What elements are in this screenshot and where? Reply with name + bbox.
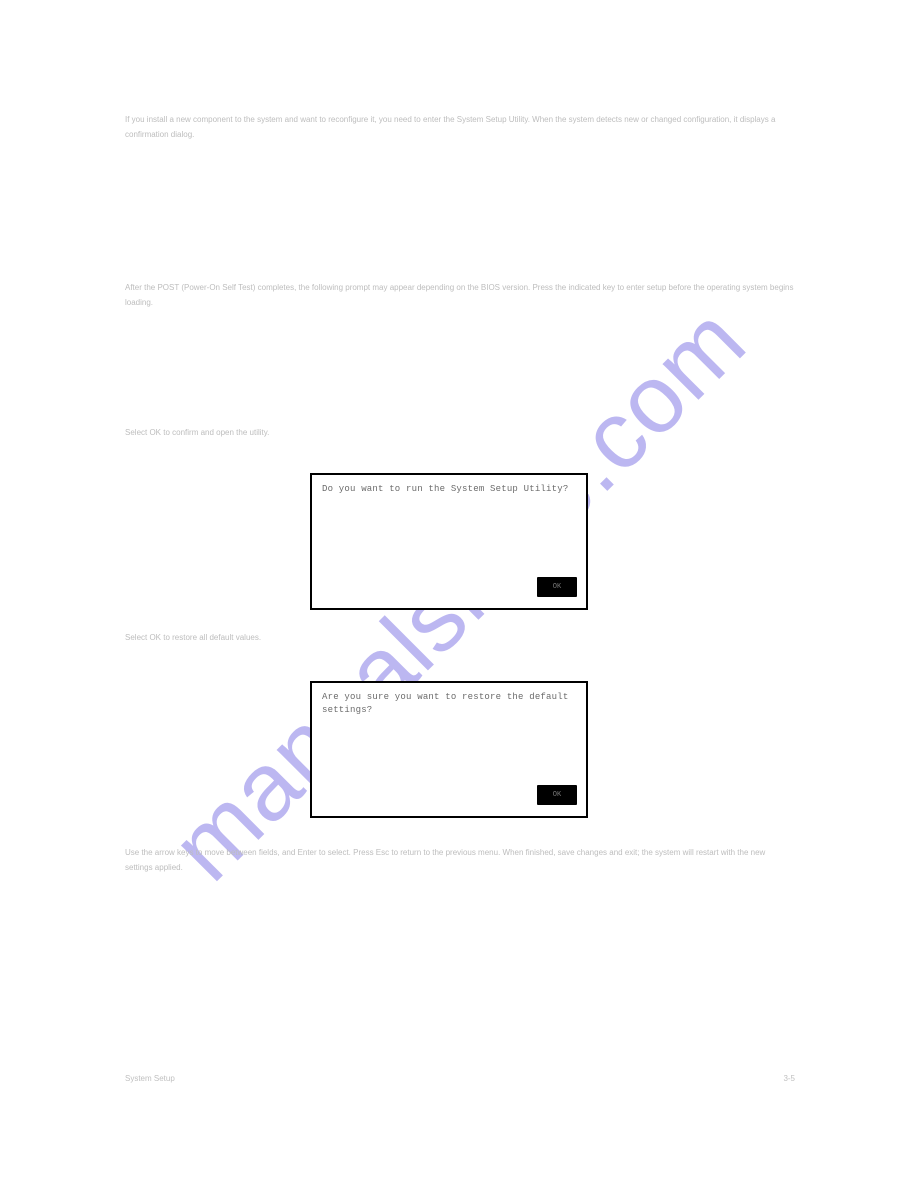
body-paragraph-1: If you install a new component to the sy…	[125, 112, 795, 142]
dialog-2-message: Are you sure you want to restore the def…	[322, 691, 576, 716]
page-footer: System Setup 3-5	[125, 1074, 795, 1083]
page-content: manualshive.com If you install a new com…	[0, 0, 918, 1188]
body-paragraph-3: Select OK to confirm and open the utilit…	[125, 425, 305, 440]
confirmation-dialog-2: Are you sure you want to restore the def…	[310, 681, 588, 818]
dialog-2-ok-button[interactable]: OK	[537, 785, 577, 805]
confirmation-dialog-1: Do you want to run the System Setup Util…	[310, 473, 588, 610]
dialog-1-ok-button[interactable]: OK	[537, 577, 577, 597]
body-paragraph-2: After the POST (Power-On Self Test) comp…	[125, 280, 795, 310]
footer-right: 3-5	[783, 1074, 795, 1083]
body-paragraph-5: Use the arrow keys to move between field…	[125, 845, 795, 875]
footer-left: System Setup	[125, 1074, 175, 1083]
body-paragraph-4: Select OK to restore all default values.	[125, 630, 305, 645]
dialog-1-message: Do you want to run the System Setup Util…	[322, 483, 576, 496]
